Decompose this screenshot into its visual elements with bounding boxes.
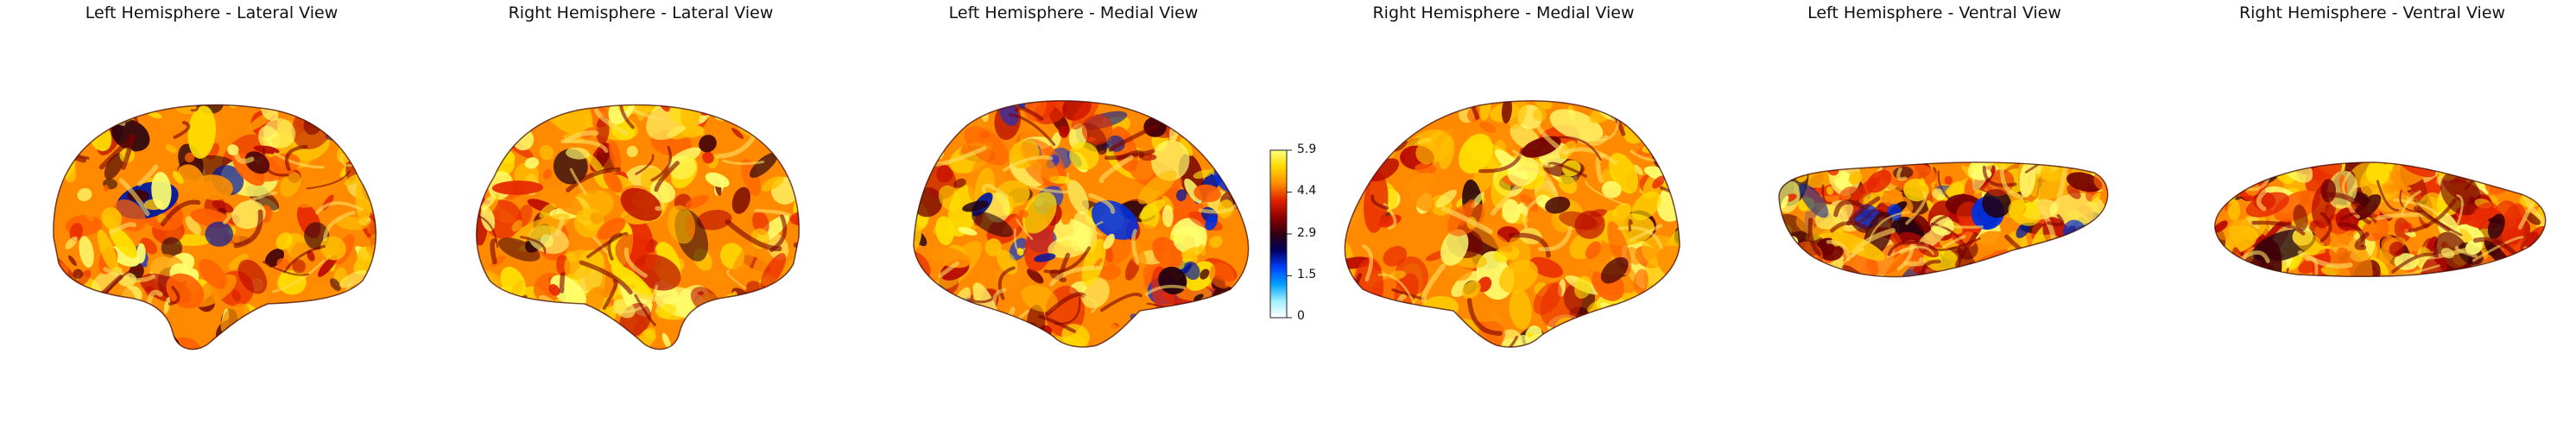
brain-surface-left-ventral <box>1758 136 2135 300</box>
panel-title-left-lateral: Left Hemisphere - Lateral View <box>85 3 339 22</box>
colorbar-tick-label: 5.9 <box>1297 142 1316 156</box>
colorbar-tick-label: 4.4 <box>1297 184 1316 198</box>
brain-surface-right-ventral <box>2195 134 2572 303</box>
brain-surface-right-medial <box>1321 82 1707 382</box>
colorbar-tick-label: 0 <box>1297 309 1305 323</box>
brain-surface-left-medial <box>883 76 1265 377</box>
brain-surface-left-lateral <box>26 72 410 385</box>
panel-title-left-ventral: Left Hemisphere - Ventral View <box>1807 3 2061 22</box>
panel-title-left-medial: Left Hemisphere - Medial View <box>949 3 1199 22</box>
brain-surface-right-lateral <box>453 73 845 371</box>
panel-title-right-lateral: Right Hemisphere - Lateral View <box>509 3 774 22</box>
colorbar <box>1270 150 1287 318</box>
panel-title-right-medial: Right Hemisphere - Medial View <box>1372 3 1634 22</box>
colorbar-tick-label: 2.9 <box>1297 226 1316 240</box>
colorbar-tick-label: 1.5 <box>1297 268 1316 281</box>
panel-title-right-ventral: Right Hemisphere - Ventral View <box>2239 3 2505 22</box>
